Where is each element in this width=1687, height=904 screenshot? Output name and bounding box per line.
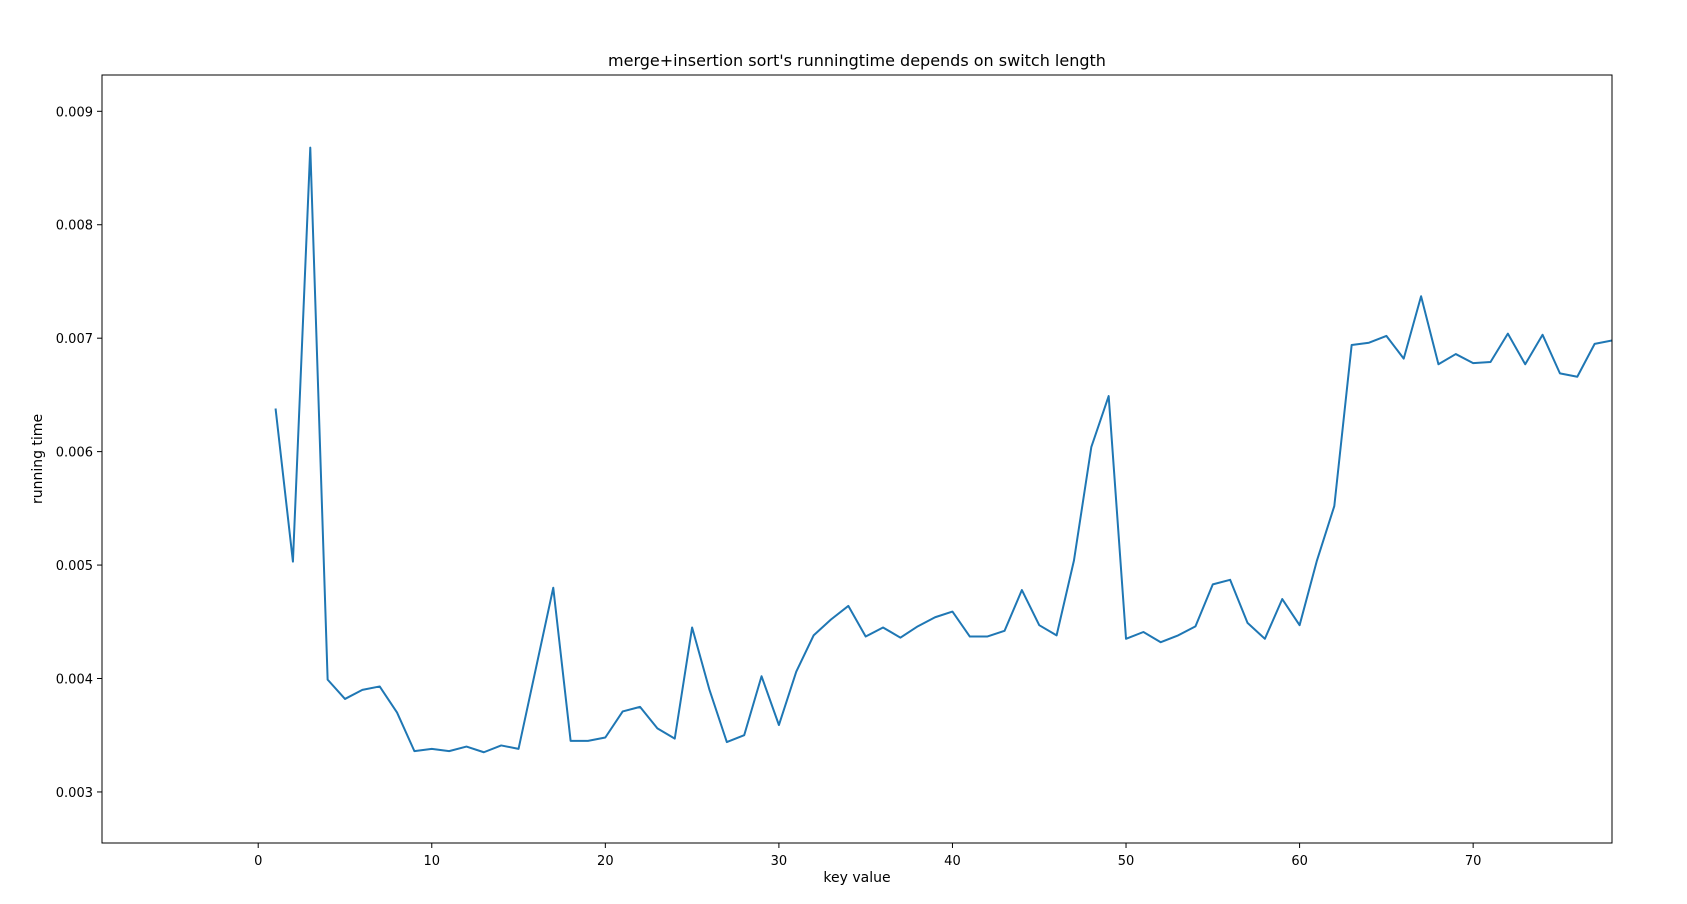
x-tick-label: 40: [944, 854, 961, 869]
x-tick-label: 30: [771, 854, 788, 869]
x-tick-label: 70: [1465, 854, 1482, 869]
y-tick-label: 0.006: [56, 446, 93, 461]
x-tick-label: 10: [423, 854, 440, 869]
chart-title: merge+insertion sort's runningtime depen…: [608, 51, 1106, 70]
y-tick-label: 0.003: [56, 786, 93, 801]
y-tick-label: 0.004: [56, 673, 93, 688]
x-tick-label: 50: [1118, 854, 1135, 869]
y-axis-label: running time: [30, 414, 46, 504]
series-line-0: [274, 146, 1612, 754]
y-tick-label: 0.008: [56, 219, 93, 234]
plot-area: [274, 146, 1612, 754]
x-tick-label: 0: [254, 854, 262, 869]
x-tick-label: 60: [1291, 854, 1308, 869]
y-axis: 0.003 0.004 0.005 0.006 0.007 0.008 0.009: [56, 105, 102, 801]
axes-frame: [101, 74, 1613, 844]
x-axis-label: key value: [823, 870, 890, 886]
x-tick-label: 20: [597, 854, 614, 869]
x-axis: 0 10 20 30 40 50 60 70: [254, 843, 1481, 869]
y-tick-label: 0.007: [56, 332, 93, 347]
y-tick-label: 0.005: [56, 559, 93, 574]
y-tick-label: 0.009: [56, 105, 93, 120]
